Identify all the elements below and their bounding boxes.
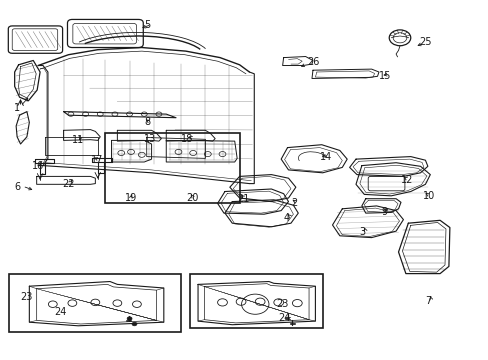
Text: 2: 2: [290, 198, 297, 208]
Text: 16: 16: [32, 161, 44, 171]
Text: 24: 24: [54, 307, 66, 317]
Text: 20: 20: [185, 193, 198, 203]
Text: 8: 8: [144, 117, 150, 127]
Text: 18: 18: [181, 134, 193, 144]
Text: 15: 15: [378, 71, 390, 81]
Text: 24: 24: [278, 312, 290, 323]
Text: 7: 7: [425, 296, 431, 306]
Text: 13: 13: [144, 134, 156, 144]
Circle shape: [127, 317, 132, 320]
Text: 14: 14: [320, 152, 332, 162]
Text: 11: 11: [72, 135, 84, 145]
Text: 19: 19: [124, 193, 137, 203]
Bar: [9, 274, 181, 332]
Circle shape: [132, 322, 137, 326]
Text: 26: 26: [306, 57, 319, 67]
Bar: [105, 133, 239, 203]
Text: 3: 3: [359, 227, 365, 237]
Text: 23: 23: [276, 299, 288, 309]
Text: 12: 12: [400, 175, 412, 185]
Text: 21: 21: [237, 194, 249, 204]
Text: 10: 10: [422, 191, 434, 201]
Text: 4: 4: [283, 213, 289, 223]
Text: 6: 6: [15, 182, 21, 192]
Text: 25: 25: [419, 37, 431, 48]
Text: 5: 5: [144, 20, 150, 30]
Text: 17: 17: [90, 155, 102, 165]
Text: 23: 23: [20, 292, 33, 302]
Text: 9: 9: [381, 207, 387, 217]
Bar: [189, 274, 322, 328]
Text: 22: 22: [62, 179, 75, 189]
Text: 1: 1: [14, 103, 20, 113]
